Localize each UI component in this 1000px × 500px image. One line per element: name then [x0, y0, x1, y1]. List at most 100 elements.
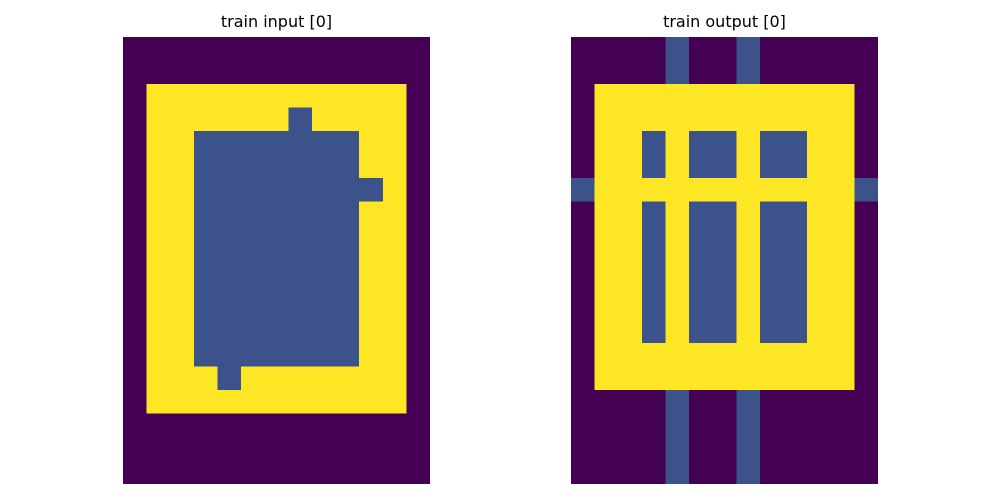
train-output-cell [594, 131, 619, 156]
train-input-cell [311, 366, 337, 391]
train-input-cell [288, 60, 313, 85]
train-input-cell [335, 389, 360, 414]
train-output-cell [712, 37, 737, 61]
train-output-cell [712, 60, 737, 85]
train-input-cell [170, 201, 195, 226]
train-input-cell [146, 436, 171, 461]
train-output-cell [665, 107, 690, 132]
train-input-cell [335, 131, 360, 156]
train-output-cell [854, 225, 878, 250]
train-output-cell [641, 295, 666, 320]
train-input-cell [241, 366, 266, 391]
train-output-cell [641, 342, 666, 367]
train-output-cell [665, 319, 690, 344]
train-input-cell [335, 460, 360, 484]
train-input-cell [264, 319, 289, 344]
train-output-cell [783, 154, 808, 179]
train-output-cell [759, 342, 785, 367]
train-input-cell [146, 319, 171, 344]
train-output-cell [783, 272, 808, 297]
train-output-cell [571, 60, 596, 85]
train-input-cell [311, 248, 337, 273]
train-input-cell [170, 342, 195, 367]
train-input-cell [406, 436, 430, 461]
train-output-cell [807, 319, 832, 344]
train-input-cell [193, 295, 218, 320]
train-input-cell [241, 60, 266, 85]
train-input-cell [241, 178, 266, 203]
train-output-cell [665, 201, 690, 226]
train-input-cell [359, 319, 384, 344]
train-input-cell [241, 248, 266, 273]
train-input-title: train input [0] [220, 12, 333, 31]
train-input-cell [406, 225, 430, 250]
train-input-cell [264, 178, 289, 203]
train-input-cell [335, 154, 360, 179]
train-output-cell [783, 366, 808, 391]
train-input-cell [359, 436, 384, 461]
train-output-cell [807, 436, 832, 461]
train-input-cell [359, 366, 384, 391]
train-input-cell [241, 107, 266, 132]
train-input-cell [406, 131, 430, 156]
train-input-cell [311, 107, 337, 132]
train-input-cell [170, 413, 195, 438]
train-output-cell [571, 319, 596, 344]
train-output-cell [571, 201, 596, 226]
train-input-cell [241, 460, 266, 484]
train-input-cell [311, 225, 337, 250]
train-output-cell [641, 107, 666, 132]
train-input-cell [217, 178, 242, 203]
train-output-cell [807, 295, 832, 320]
train-output-cell [665, 436, 690, 461]
train-input-cell [311, 178, 337, 203]
train-input-cell [217, 342, 242, 367]
train-output-cell [571, 225, 596, 250]
train-input-cell [288, 366, 313, 391]
train-input-cell [241, 295, 266, 320]
train-input-cell [146, 60, 171, 85]
train-output-cell [759, 460, 785, 484]
train-output-cell [736, 460, 761, 484]
train-output-cell [807, 154, 832, 179]
train-output-cell [736, 131, 761, 156]
train-output-cell [641, 389, 666, 414]
train-input-cell [382, 342, 407, 367]
train-output-cell [665, 37, 690, 61]
train-input-cell [406, 460, 430, 484]
train-input-cell [170, 178, 195, 203]
train-input-cell [311, 131, 337, 156]
train-input-cell [288, 413, 313, 438]
train-output-cell [641, 413, 666, 438]
train-input-cell [359, 413, 384, 438]
train-input-cell [382, 460, 407, 484]
train-output-cell [807, 131, 832, 156]
train-output-cell [736, 201, 761, 226]
train-output-cell [783, 342, 808, 367]
train-input-cell [193, 319, 218, 344]
train-output-cell [759, 366, 785, 391]
train-output-cell [665, 413, 690, 438]
train-input-cell [241, 319, 266, 344]
train-output-cell [712, 131, 737, 156]
train-input-cell [264, 60, 289, 85]
train-output-cell [783, 295, 808, 320]
train-output-cell [571, 131, 596, 156]
train-input-cell [311, 272, 337, 297]
train-input-cell [288, 84, 313, 109]
train-output-cell [830, 131, 855, 156]
train-output-cell [594, 436, 619, 461]
train-output-cell [759, 60, 785, 85]
train-output-cell [665, 178, 690, 203]
train-input-cell [217, 413, 242, 438]
train-input-cell [241, 342, 266, 367]
train-input-cell [170, 225, 195, 250]
train-output-cell [641, 366, 666, 391]
train-input-cell [123, 366, 148, 391]
train-input-cell [123, 178, 148, 203]
train-input-cell [264, 413, 289, 438]
train-input-cell [193, 154, 218, 179]
train-input-cell [288, 201, 313, 226]
train-input-cell [217, 225, 242, 250]
train-output-cell [689, 389, 714, 414]
